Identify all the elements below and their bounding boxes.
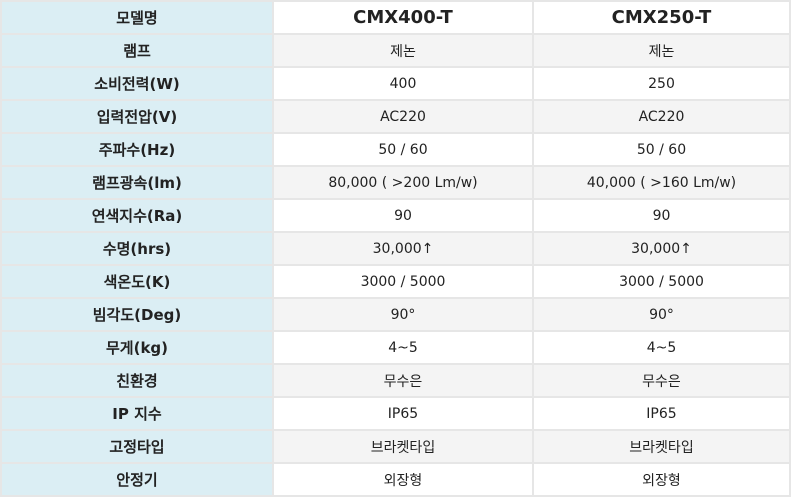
cell: 4~5	[534, 332, 789, 363]
table-row: 주파수(Hz) 50 / 60 50 / 60	[2, 134, 789, 165]
cell: 제논	[274, 35, 532, 66]
row-label: 수명(hrs)	[2, 233, 272, 264]
cell: 제논	[534, 35, 789, 66]
table-row: 램프 제논 제논	[2, 35, 789, 66]
row-label: 색온도(K)	[2, 266, 272, 297]
cell: 3000 / 5000	[534, 266, 789, 297]
cell: 400	[274, 68, 532, 99]
row-label: 안정기	[2, 464, 272, 495]
table-row: 안정기 외장형 외장형	[2, 464, 789, 495]
cell: 50 / 60	[534, 134, 789, 165]
table-row: 램프광속(lm) 80,000 ( >200 Lm/w) 40,000 ( >160…	[2, 167, 789, 198]
table-row: 입력전압(V) AC220 AC220	[2, 101, 789, 132]
table-row: 연색지수(Ra) 90 90	[2, 200, 789, 231]
cell: 250	[534, 68, 789, 99]
cell: AC220	[534, 101, 789, 132]
cell: 4~5	[274, 332, 532, 363]
row-label: 램프	[2, 35, 272, 66]
cell: 무수은	[534, 365, 789, 396]
cell: AC220	[274, 101, 532, 132]
table-row: 수명(hrs) 30,000↑ 30,000↑	[2, 233, 789, 264]
cell: 외장형	[534, 464, 789, 495]
cell: 50 / 60	[274, 134, 532, 165]
table-row: 소비전력(W) 400 250	[2, 68, 789, 99]
cell: 90	[534, 200, 789, 231]
table-row: 친환경 무수은 무수은	[2, 365, 789, 396]
cell: 브라켓타입	[534, 431, 789, 462]
cell: 90°	[534, 299, 789, 330]
row-label: 모델명	[2, 2, 272, 33]
cell: 무수은	[274, 365, 532, 396]
cell: 브라켓타입	[274, 431, 532, 462]
row-label: 램프광속(lm)	[2, 167, 272, 198]
cell: 90°	[274, 299, 532, 330]
cell: 80,000 ( >200 Lm/w)	[274, 167, 532, 198]
row-label: 연색지수(Ra)	[2, 200, 272, 231]
row-label: 입력전압(V)	[2, 101, 272, 132]
row-label: 소비전력(W)	[2, 68, 272, 99]
table-row: IP 지수 IP65 IP65	[2, 398, 789, 429]
cell: IP65	[274, 398, 532, 429]
row-label: 주파수(Hz)	[2, 134, 272, 165]
table-row: 빔각도(Deg) 90° 90°	[2, 299, 789, 330]
table-row: 모델명 CMX400-T CMX250-T	[2, 2, 789, 33]
table-row: 색온도(K) 3000 / 5000 3000 / 5000	[2, 266, 789, 297]
row-label: 무게(kg)	[2, 332, 272, 363]
cell: 40,000 ( >160 Lm/w)	[534, 167, 789, 198]
cell: 30,000↑	[274, 233, 532, 264]
cell: 외장형	[274, 464, 532, 495]
cell: CMX250-T	[534, 2, 789, 33]
row-label: 고정타입	[2, 431, 272, 462]
cell: IP65	[534, 398, 789, 429]
cell: 3000 / 5000	[274, 266, 532, 297]
cell: 90	[274, 200, 532, 231]
row-label: 친환경	[2, 365, 272, 396]
table-row: 고정타입 브라켓타입 브라켓타입	[2, 431, 789, 462]
cell: CMX400-T	[274, 2, 532, 33]
table-row: 무게(kg) 4~5 4~5	[2, 332, 789, 363]
row-label: IP 지수	[2, 398, 272, 429]
cell: 30,000↑	[534, 233, 789, 264]
row-label: 빔각도(Deg)	[2, 299, 272, 330]
